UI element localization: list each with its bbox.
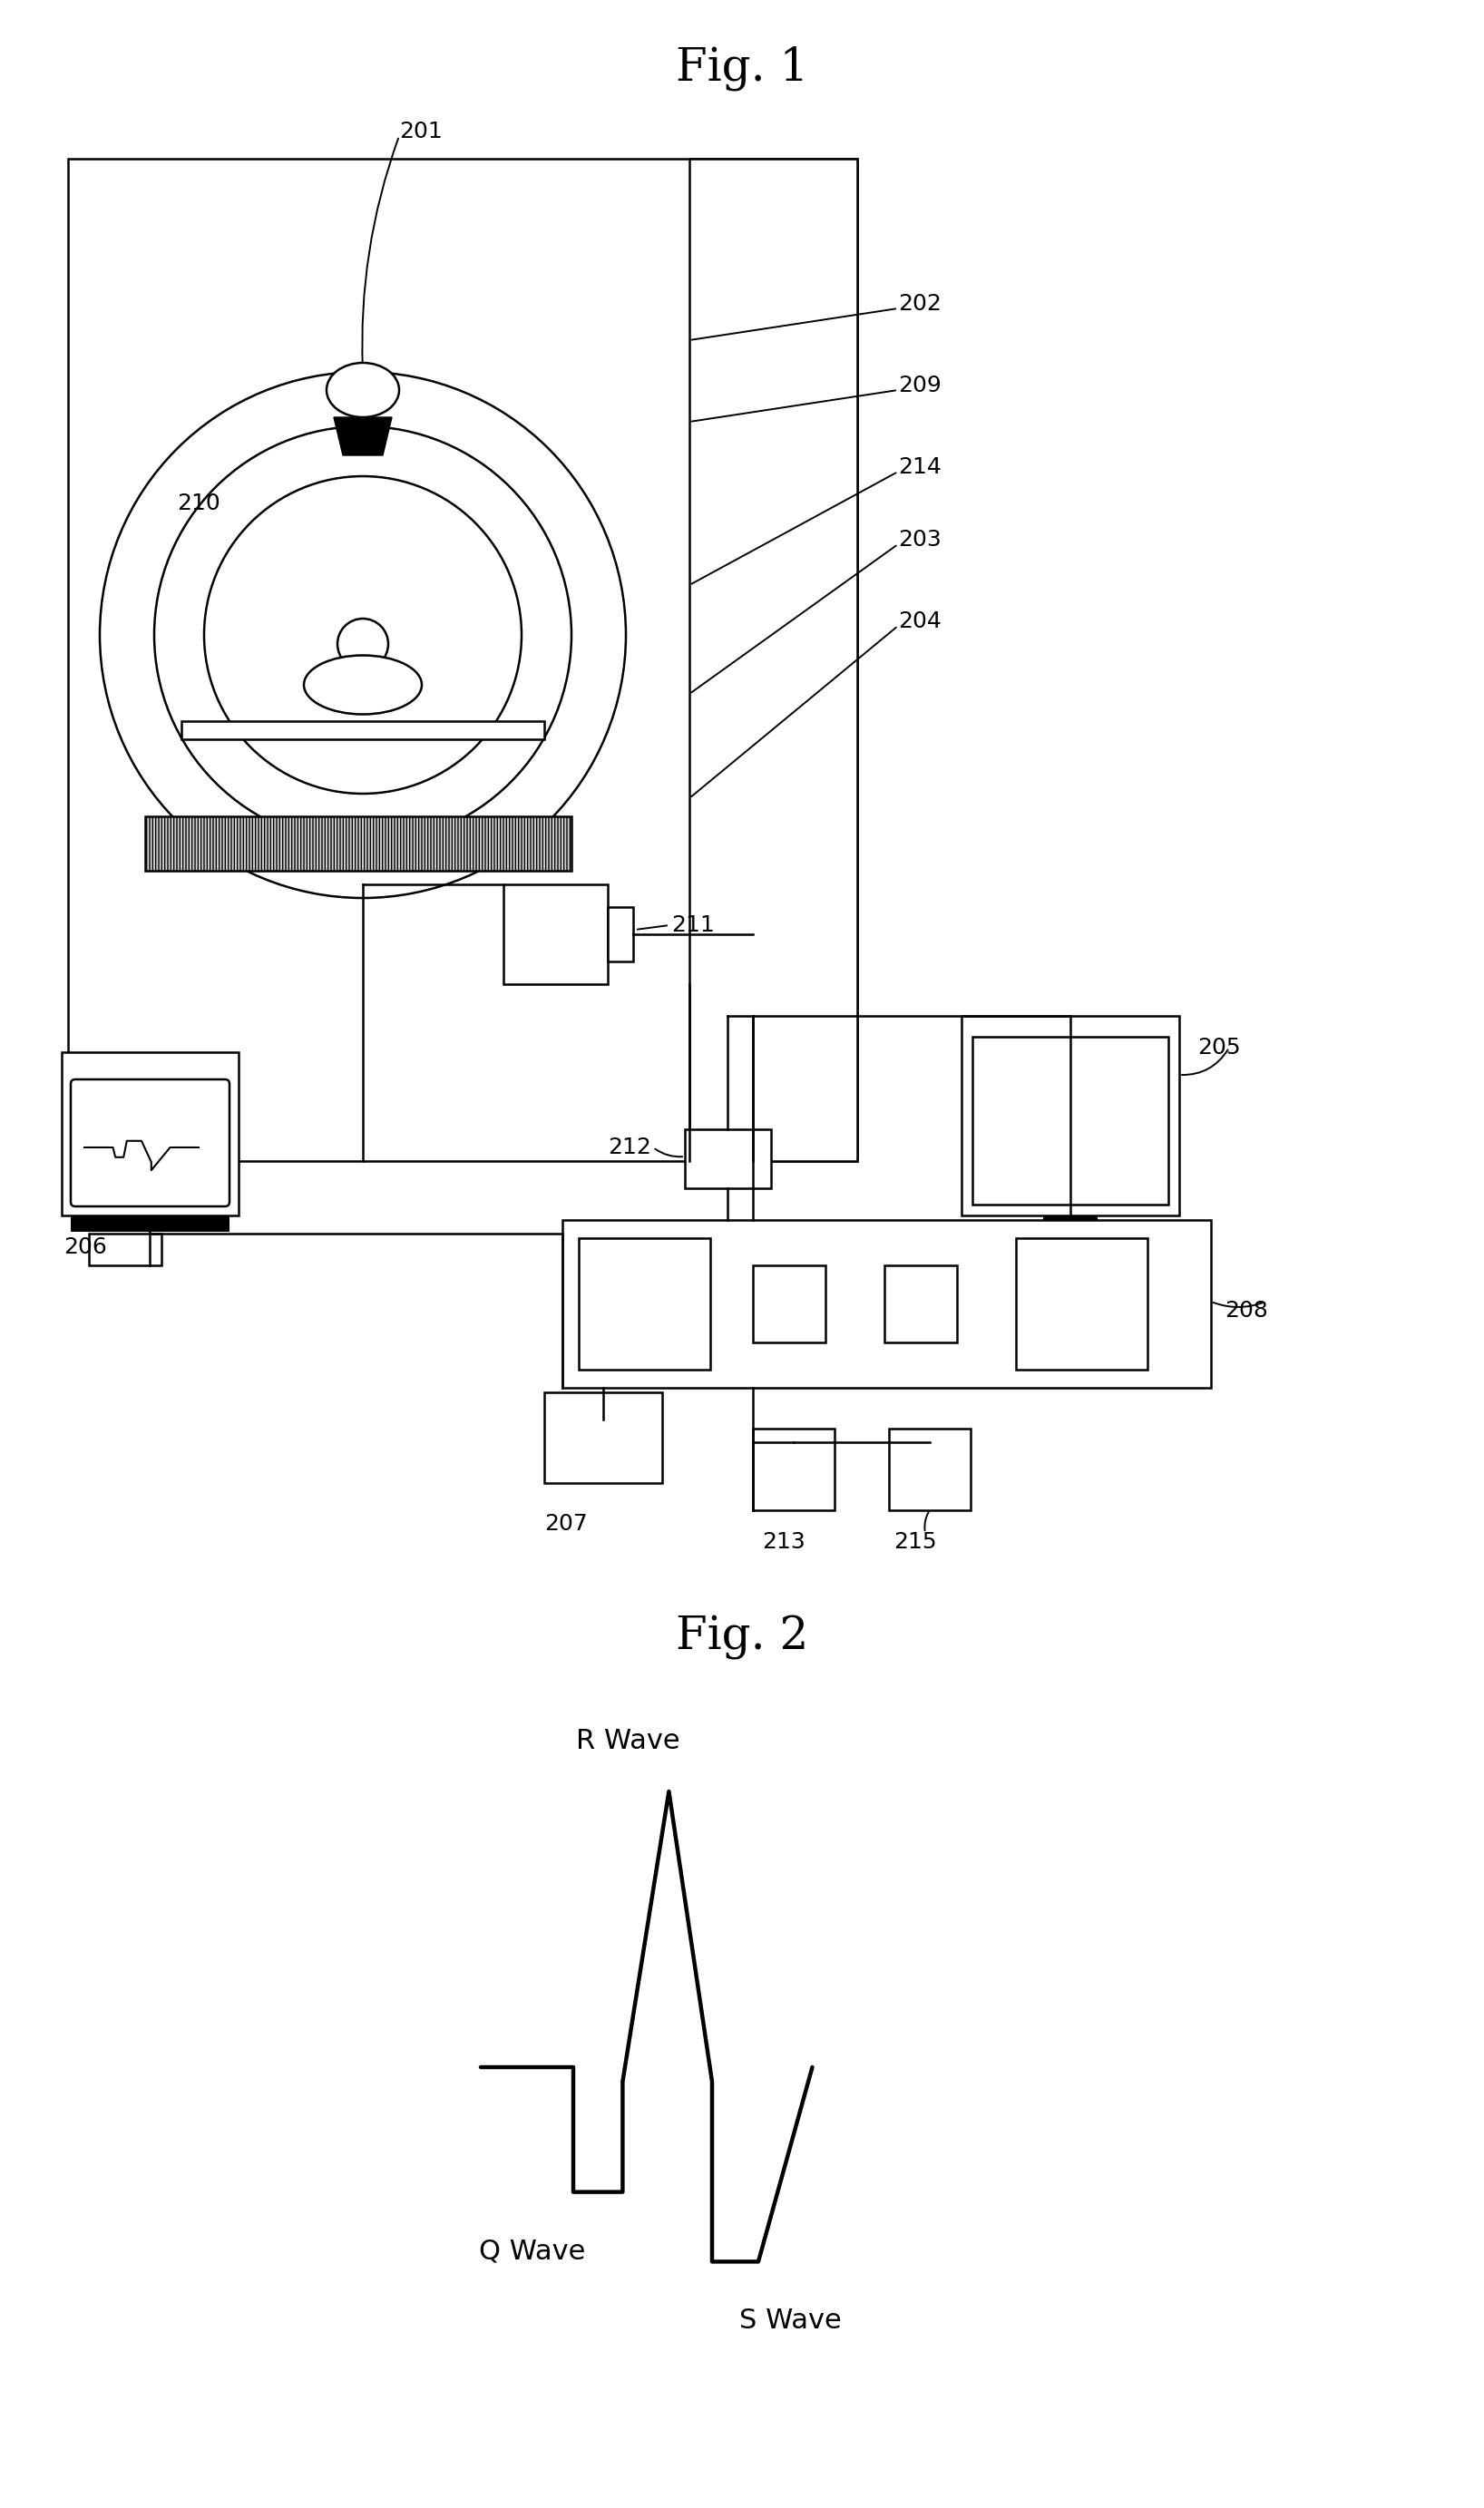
Circle shape xyxy=(154,426,571,843)
Text: 211: 211 xyxy=(671,915,715,935)
Bar xyxy=(884,1267,957,1342)
Bar xyxy=(1043,1216,1098,1241)
Text: 201: 201 xyxy=(399,120,442,143)
Text: S Wave: S Wave xyxy=(739,2307,841,2335)
Bar xyxy=(71,1216,230,1231)
Text: 213: 213 xyxy=(761,1530,806,1552)
Bar xyxy=(690,158,858,1161)
Bar xyxy=(608,908,634,961)
Text: 212: 212 xyxy=(608,1136,651,1159)
Bar xyxy=(579,1239,711,1369)
Text: 203: 203 xyxy=(898,529,941,552)
Bar xyxy=(684,1129,772,1189)
Bar xyxy=(145,815,571,870)
Circle shape xyxy=(205,477,521,793)
Bar xyxy=(752,1430,834,1510)
Text: Fig. 1: Fig. 1 xyxy=(675,45,809,90)
Bar xyxy=(89,1234,162,1267)
Text: 214: 214 xyxy=(898,456,941,479)
Text: R Wave: R Wave xyxy=(576,1728,680,1756)
Circle shape xyxy=(99,371,626,898)
Bar xyxy=(752,1267,825,1342)
Bar xyxy=(545,1392,662,1482)
Ellipse shape xyxy=(326,364,399,416)
Text: 205: 205 xyxy=(1198,1036,1241,1058)
Bar xyxy=(562,1219,1211,1387)
Polygon shape xyxy=(334,416,392,456)
Text: 206: 206 xyxy=(64,1236,107,1259)
Bar xyxy=(181,722,545,740)
Bar xyxy=(962,1016,1180,1216)
Text: 215: 215 xyxy=(893,1530,936,1552)
Bar xyxy=(1017,1239,1147,1369)
Ellipse shape xyxy=(304,655,421,715)
Text: 202: 202 xyxy=(898,293,941,314)
Bar xyxy=(1017,1241,1125,1254)
Text: 204: 204 xyxy=(898,609,941,632)
Bar xyxy=(889,1430,971,1510)
Bar xyxy=(972,1036,1168,1204)
Bar xyxy=(68,158,858,1161)
Bar xyxy=(503,885,608,983)
Bar xyxy=(62,1053,239,1216)
FancyBboxPatch shape xyxy=(71,1078,230,1206)
Text: 210: 210 xyxy=(177,492,220,514)
Text: 208: 208 xyxy=(1224,1299,1267,1322)
Text: Fig. 2: Fig. 2 xyxy=(675,1615,809,1660)
Text: Q Wave: Q Wave xyxy=(479,2237,585,2265)
Text: 207: 207 xyxy=(545,1512,588,1535)
Circle shape xyxy=(337,619,389,670)
Text: 209: 209 xyxy=(898,374,941,396)
